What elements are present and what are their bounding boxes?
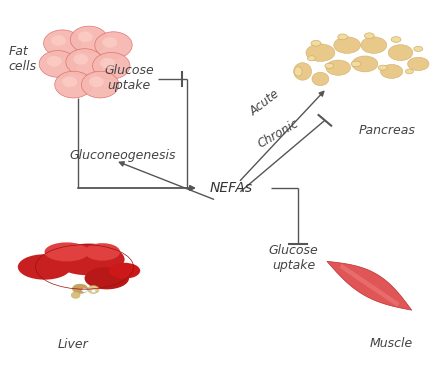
Ellipse shape: [85, 243, 120, 261]
Ellipse shape: [361, 37, 387, 53]
Ellipse shape: [73, 54, 88, 65]
Ellipse shape: [85, 267, 129, 290]
Ellipse shape: [306, 44, 335, 61]
Ellipse shape: [53, 244, 125, 275]
Ellipse shape: [88, 285, 99, 294]
Ellipse shape: [82, 288, 87, 292]
Ellipse shape: [66, 49, 103, 75]
Ellipse shape: [70, 26, 108, 53]
Ellipse shape: [364, 33, 374, 39]
Ellipse shape: [334, 37, 360, 53]
Ellipse shape: [44, 243, 89, 261]
Ellipse shape: [44, 30, 81, 56]
Ellipse shape: [55, 71, 92, 98]
Text: Muscle: Muscle: [370, 337, 413, 350]
Text: Chronic: Chronic: [255, 117, 301, 150]
Ellipse shape: [380, 64, 403, 79]
Ellipse shape: [405, 69, 413, 74]
Ellipse shape: [78, 32, 93, 42]
Text: NEFAs: NEFAs: [209, 181, 252, 195]
Ellipse shape: [312, 72, 329, 86]
Text: Fat
cells: Fat cells: [9, 45, 37, 73]
Ellipse shape: [414, 46, 423, 52]
Ellipse shape: [294, 63, 311, 80]
Text: Liver: Liver: [58, 338, 89, 352]
Ellipse shape: [351, 61, 361, 67]
Ellipse shape: [307, 56, 316, 61]
Ellipse shape: [72, 284, 88, 294]
Ellipse shape: [91, 290, 96, 293]
Ellipse shape: [62, 77, 77, 87]
Text: Glucose
uptake: Glucose uptake: [269, 244, 319, 272]
Text: Gluconeogenesis: Gluconeogenesis: [69, 149, 176, 162]
Text: Pancreas: Pancreas: [359, 124, 416, 137]
Ellipse shape: [102, 37, 117, 48]
Ellipse shape: [311, 40, 321, 46]
Text: Glucose
uptake: Glucose uptake: [104, 64, 154, 92]
Ellipse shape: [109, 263, 140, 279]
Ellipse shape: [81, 71, 119, 98]
Ellipse shape: [18, 254, 71, 280]
Ellipse shape: [47, 56, 61, 67]
Ellipse shape: [388, 45, 413, 61]
Ellipse shape: [71, 292, 80, 298]
Ellipse shape: [378, 65, 387, 70]
Ellipse shape: [39, 51, 77, 77]
Ellipse shape: [93, 53, 130, 79]
Ellipse shape: [326, 60, 351, 75]
Ellipse shape: [51, 35, 66, 46]
Ellipse shape: [325, 63, 334, 68]
Ellipse shape: [352, 56, 378, 72]
Ellipse shape: [95, 32, 132, 58]
Ellipse shape: [294, 67, 302, 76]
Ellipse shape: [408, 57, 429, 71]
Ellipse shape: [391, 36, 401, 42]
Ellipse shape: [338, 34, 348, 40]
Ellipse shape: [100, 58, 115, 68]
Ellipse shape: [89, 77, 104, 87]
Polygon shape: [327, 261, 412, 310]
Text: Acute: Acute: [247, 87, 282, 118]
